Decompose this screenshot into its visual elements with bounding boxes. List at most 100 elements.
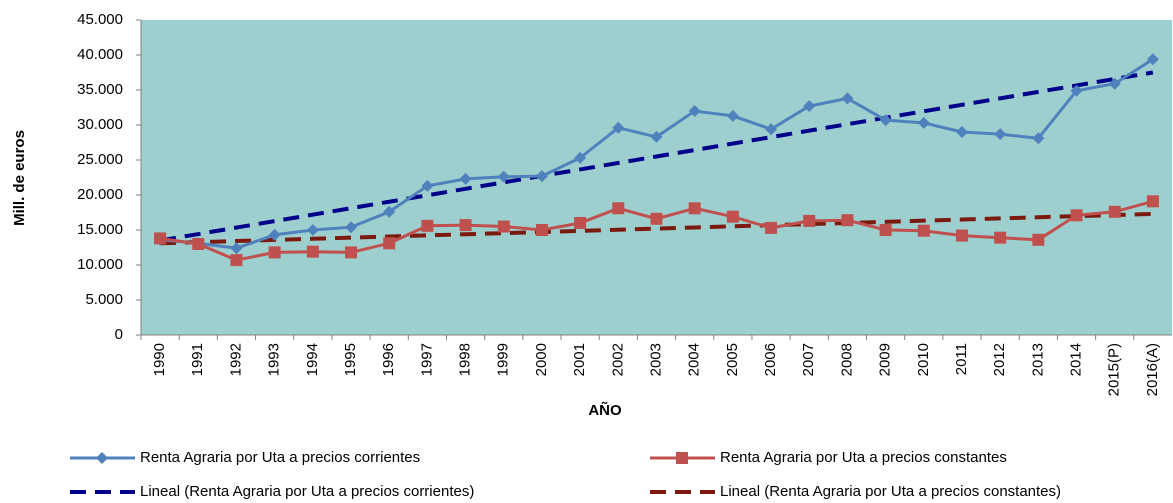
marker — [803, 100, 816, 113]
x-tick-label: 2005 — [724, 343, 741, 376]
x-tick-label: 1998 — [457, 343, 474, 376]
marker — [268, 228, 281, 241]
y-tick-label: 45.000 — [77, 11, 123, 28]
marker — [497, 170, 510, 183]
y-tick-label: 20.000 — [77, 186, 123, 203]
x-tick-label: 2011 — [953, 343, 970, 375]
y-tick-label: 40.000 — [77, 46, 123, 63]
marker — [994, 128, 1007, 141]
x-tick-label: 1995 — [342, 343, 359, 376]
marker — [230, 254, 243, 267]
marker — [268, 246, 281, 259]
marker — [612, 202, 625, 215]
marker — [726, 109, 739, 122]
y-axis-label: Mill. de euros — [11, 130, 28, 226]
marker — [803, 214, 816, 227]
x-tick-label: 2015(P) — [1106, 343, 1123, 396]
marker — [1108, 77, 1121, 90]
marker — [688, 202, 701, 215]
marker — [650, 212, 663, 225]
marker — [383, 237, 396, 250]
marker — [1146, 195, 1159, 208]
y-tick-label: 15.000 — [77, 221, 123, 238]
trend-line — [160, 211, 1153, 246]
marker — [1108, 205, 1121, 218]
x-axis-label: AÑO — [588, 401, 622, 419]
marker — [306, 245, 319, 258]
marker — [879, 114, 892, 127]
marker — [955, 126, 968, 138]
marker — [345, 246, 358, 259]
marker — [192, 238, 205, 250]
x-tick-label: 2004 — [686, 343, 703, 376]
legend-label: Renta Agraria por Uta a precios constant… — [720, 449, 1007, 466]
marker — [535, 224, 548, 236]
marker — [421, 219, 434, 232]
y-tick-label: 30.000 — [77, 116, 123, 133]
marker — [1146, 53, 1159, 66]
x-tick-label: 2016(A) — [1144, 343, 1161, 396]
marker — [1032, 233, 1045, 246]
x-tick-label: 2001 — [571, 343, 588, 376]
marker — [841, 214, 854, 227]
marker — [345, 221, 358, 234]
x-tick-label: 1996 — [380, 343, 397, 376]
x-tick-label: 2008 — [838, 343, 855, 376]
x-tick-label: 1990 — [151, 343, 168, 376]
x-tick-label: 2003 — [647, 343, 664, 376]
legend-label: Renta Agraria por Uta a precios corrient… — [140, 449, 420, 466]
x-tick-label: 1993 — [266, 343, 283, 376]
legend-label: Lineal (Renta Agraria por Uta a precios … — [720, 483, 1061, 500]
marker — [535, 170, 548, 183]
y-tick-label: 35.000 — [77, 81, 123, 98]
x-tick-label: 2000 — [533, 343, 550, 376]
legend-marker — [96, 452, 108, 464]
marker — [1070, 84, 1083, 97]
x-tick-label: 2006 — [762, 343, 779, 376]
marker — [917, 116, 930, 129]
x-tick-label: 1999 — [495, 343, 512, 376]
marker — [688, 105, 701, 117]
x-tick-label: 1997 — [418, 343, 435, 376]
x-tick-label: 2007 — [800, 343, 817, 376]
marker — [917, 224, 930, 237]
legend-marker — [676, 452, 688, 464]
marker — [421, 179, 434, 192]
marker — [765, 221, 778, 234]
x-tick-label: 2013 — [1029, 343, 1046, 376]
marker — [841, 92, 854, 105]
x-tick-label: 2009 — [877, 343, 894, 376]
marker — [726, 210, 739, 223]
marker — [612, 121, 625, 134]
marker — [383, 205, 396, 218]
y-tick-label: 5.000 — [85, 291, 123, 308]
x-tick-label: 2002 — [609, 343, 626, 376]
x-tick-label: 1992 — [227, 343, 244, 376]
legend-label: Lineal (Renta Agraria por Uta a precios … — [140, 483, 474, 500]
marker — [459, 172, 472, 185]
marker — [650, 130, 663, 143]
marker — [574, 217, 587, 229]
marker — [765, 123, 778, 136]
marker — [955, 229, 968, 242]
marker — [497, 220, 510, 233]
marker — [306, 224, 319, 236]
marker — [154, 232, 167, 245]
marker — [459, 219, 472, 232]
x-tick-label: 1991 — [189, 343, 206, 376]
y-tick-label: 10.000 — [77, 256, 123, 273]
marker — [1032, 132, 1045, 145]
x-tick-label: 2010 — [915, 343, 932, 376]
marker — [574, 151, 587, 164]
marker — [879, 224, 892, 236]
trend-line — [159, 70, 1154, 243]
y-tick-label: 0 — [115, 326, 123, 343]
x-tick-label: 2012 — [991, 343, 1008, 376]
marker — [230, 242, 243, 255]
y-tick-label: 25.000 — [77, 151, 123, 168]
x-tick-label: 1994 — [304, 343, 321, 376]
marker — [994, 231, 1007, 244]
plot-area — [141, 20, 1172, 335]
marker — [1070, 209, 1083, 222]
